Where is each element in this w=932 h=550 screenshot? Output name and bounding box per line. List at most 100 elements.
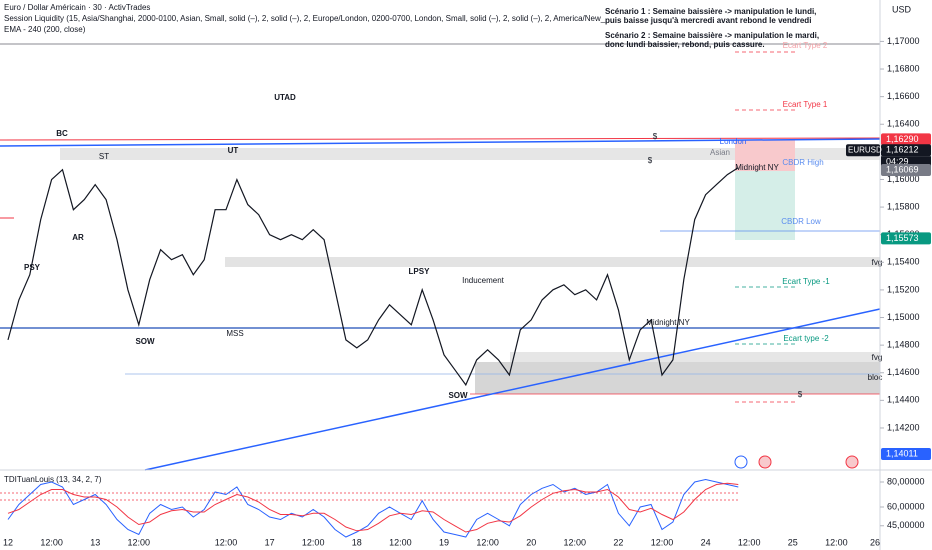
y-tick-label: 1,14600 xyxy=(887,367,920,377)
x-tick-label: 12:00 xyxy=(564,537,587,547)
x-tick-label: 12:00 xyxy=(40,537,63,547)
price-label: 1,14011 xyxy=(886,448,918,458)
y-tick-label: 1,15200 xyxy=(887,284,920,294)
price-label-box xyxy=(881,144,931,157)
risk-box xyxy=(735,140,795,171)
y-tick-label: 1,16400 xyxy=(887,119,920,129)
zones xyxy=(0,43,881,471)
y-tick-label: 80,00000 xyxy=(887,476,925,486)
indicator-title: TDITuanLouis (13, 34, 2, 7) xyxy=(4,475,102,484)
x-tick-label: 13 xyxy=(90,537,100,547)
y-tick-label: 1,16800 xyxy=(887,63,920,73)
indicator-label: EMA - 240 (200, close) xyxy=(4,25,86,34)
fvg-zone xyxy=(510,352,880,362)
annotations: UTAD BC ST UT AR PSY LPSY Inducement MSS… xyxy=(24,41,882,400)
price-label: 1,15573 xyxy=(886,233,919,243)
price-line xyxy=(7,482,739,533)
price-line xyxy=(7,167,739,387)
price-label-box xyxy=(881,448,931,461)
y-tick-label: 1,15000 xyxy=(887,312,920,322)
level-line xyxy=(0,138,881,147)
symbol-box xyxy=(846,144,880,157)
scenario-text: puis baisse jusqu'à mercredi avant rebon… xyxy=(605,16,811,25)
annotation: CBDR High xyxy=(782,158,823,167)
price-label-box xyxy=(881,133,931,146)
series-group xyxy=(7,478,739,538)
annotation: ST xyxy=(99,152,109,161)
annotation: Ecart Type -1 xyxy=(782,277,830,286)
annotation: fvg xyxy=(872,258,883,267)
x-tick-label: 22 xyxy=(613,537,623,547)
y-tick-label: 1,15400 xyxy=(887,257,920,267)
y-tick-label: 1,14200 xyxy=(887,422,920,432)
y-tick-label: 1,15800 xyxy=(887,201,920,211)
price-label-box xyxy=(881,232,931,245)
x-tick-label: 20 xyxy=(526,537,536,547)
x-tick-label: 19 xyxy=(439,537,449,547)
indicator-label: Session Liquidity (15, Asia/Shanghai, 20… xyxy=(4,14,606,23)
y-tick-label: 1,14800 xyxy=(887,340,920,350)
bloc-zone xyxy=(475,362,880,394)
x-tick-label: 12:00 xyxy=(215,537,238,547)
annotation: $ xyxy=(653,132,658,141)
x-tick-label: 12:00 xyxy=(389,537,412,547)
y-tick-label: 1,16000 xyxy=(887,174,920,184)
x-tick-label: 12:00 xyxy=(825,537,848,547)
event-icon[interactable] xyxy=(845,455,859,469)
y-tick-label: 45,00000 xyxy=(887,520,925,530)
x-tick-label: 12:00 xyxy=(738,537,761,547)
chart-title: Euro / Dollar Américain · 30 · ActivTrad… xyxy=(4,3,150,12)
symbol-label: EURUSD xyxy=(848,145,882,154)
scenario-text: Scénario 2 : Semaine baissière -> manipu… xyxy=(605,31,819,40)
fvg-zone xyxy=(225,257,880,267)
event-icon[interactable] xyxy=(758,455,772,469)
countdown: 04:29 xyxy=(886,157,909,167)
x-tick-label: 12:00 xyxy=(128,537,151,547)
annotation: AR xyxy=(72,233,84,242)
zone xyxy=(60,148,880,160)
annotation: MSS xyxy=(226,329,243,338)
annotation: Ecart Type 1 xyxy=(783,100,828,109)
x-tick-label: 12:00 xyxy=(302,537,325,547)
x-tick-label: 18 xyxy=(352,537,362,547)
annotation: LPSY xyxy=(409,267,431,276)
annotation: SOW xyxy=(135,337,155,346)
x-tick-label: 12:00 xyxy=(476,537,499,547)
annotation: fvg xyxy=(872,353,883,362)
annotation: Midnight NY xyxy=(646,318,690,327)
annotation: Midnight NY xyxy=(735,163,779,172)
annotation: CBDR Low xyxy=(781,217,821,226)
x-tick-label: 17 xyxy=(265,537,275,547)
countdown-box xyxy=(881,156,931,168)
annotation: $ xyxy=(648,156,653,165)
price-label: 1,16069 xyxy=(886,164,919,174)
trend-line xyxy=(144,308,881,471)
x-tick-label: 12 xyxy=(3,537,13,547)
scenario-text: donc lundi baissier, rebond, puis cassur… xyxy=(605,40,765,49)
y-tick-label: 1,17000 xyxy=(887,36,920,46)
annotation: Inducement xyxy=(462,276,505,285)
event-icons xyxy=(734,455,859,469)
series-group xyxy=(7,167,739,387)
currency-label[interactable]: USD xyxy=(892,4,912,14)
price-label: 1,16290 xyxy=(886,134,919,144)
annotation: UT xyxy=(228,146,239,155)
annotation: PSY xyxy=(24,263,41,272)
annotation: Ecart type -2 xyxy=(783,334,829,343)
y-tick-label: 1,14400 xyxy=(887,395,920,405)
x-tick-label: 26 xyxy=(870,537,880,547)
reward-box xyxy=(735,171,795,240)
x-tick-label: 25 xyxy=(788,537,798,547)
annotation: Asian xyxy=(710,148,730,157)
annotation: bloc xyxy=(868,373,883,382)
annotation: Ecart Type 2 xyxy=(783,41,828,50)
x-tick-label: 24 xyxy=(701,537,711,547)
price-label-box xyxy=(881,163,931,176)
annotation: BC xyxy=(56,129,68,138)
event-icon[interactable] xyxy=(734,455,748,469)
x-tick-label: 12:00 xyxy=(651,537,674,547)
annotation: London xyxy=(720,137,747,146)
price-label: 1,16212 xyxy=(886,145,919,155)
annotation: UTAD xyxy=(274,93,296,102)
